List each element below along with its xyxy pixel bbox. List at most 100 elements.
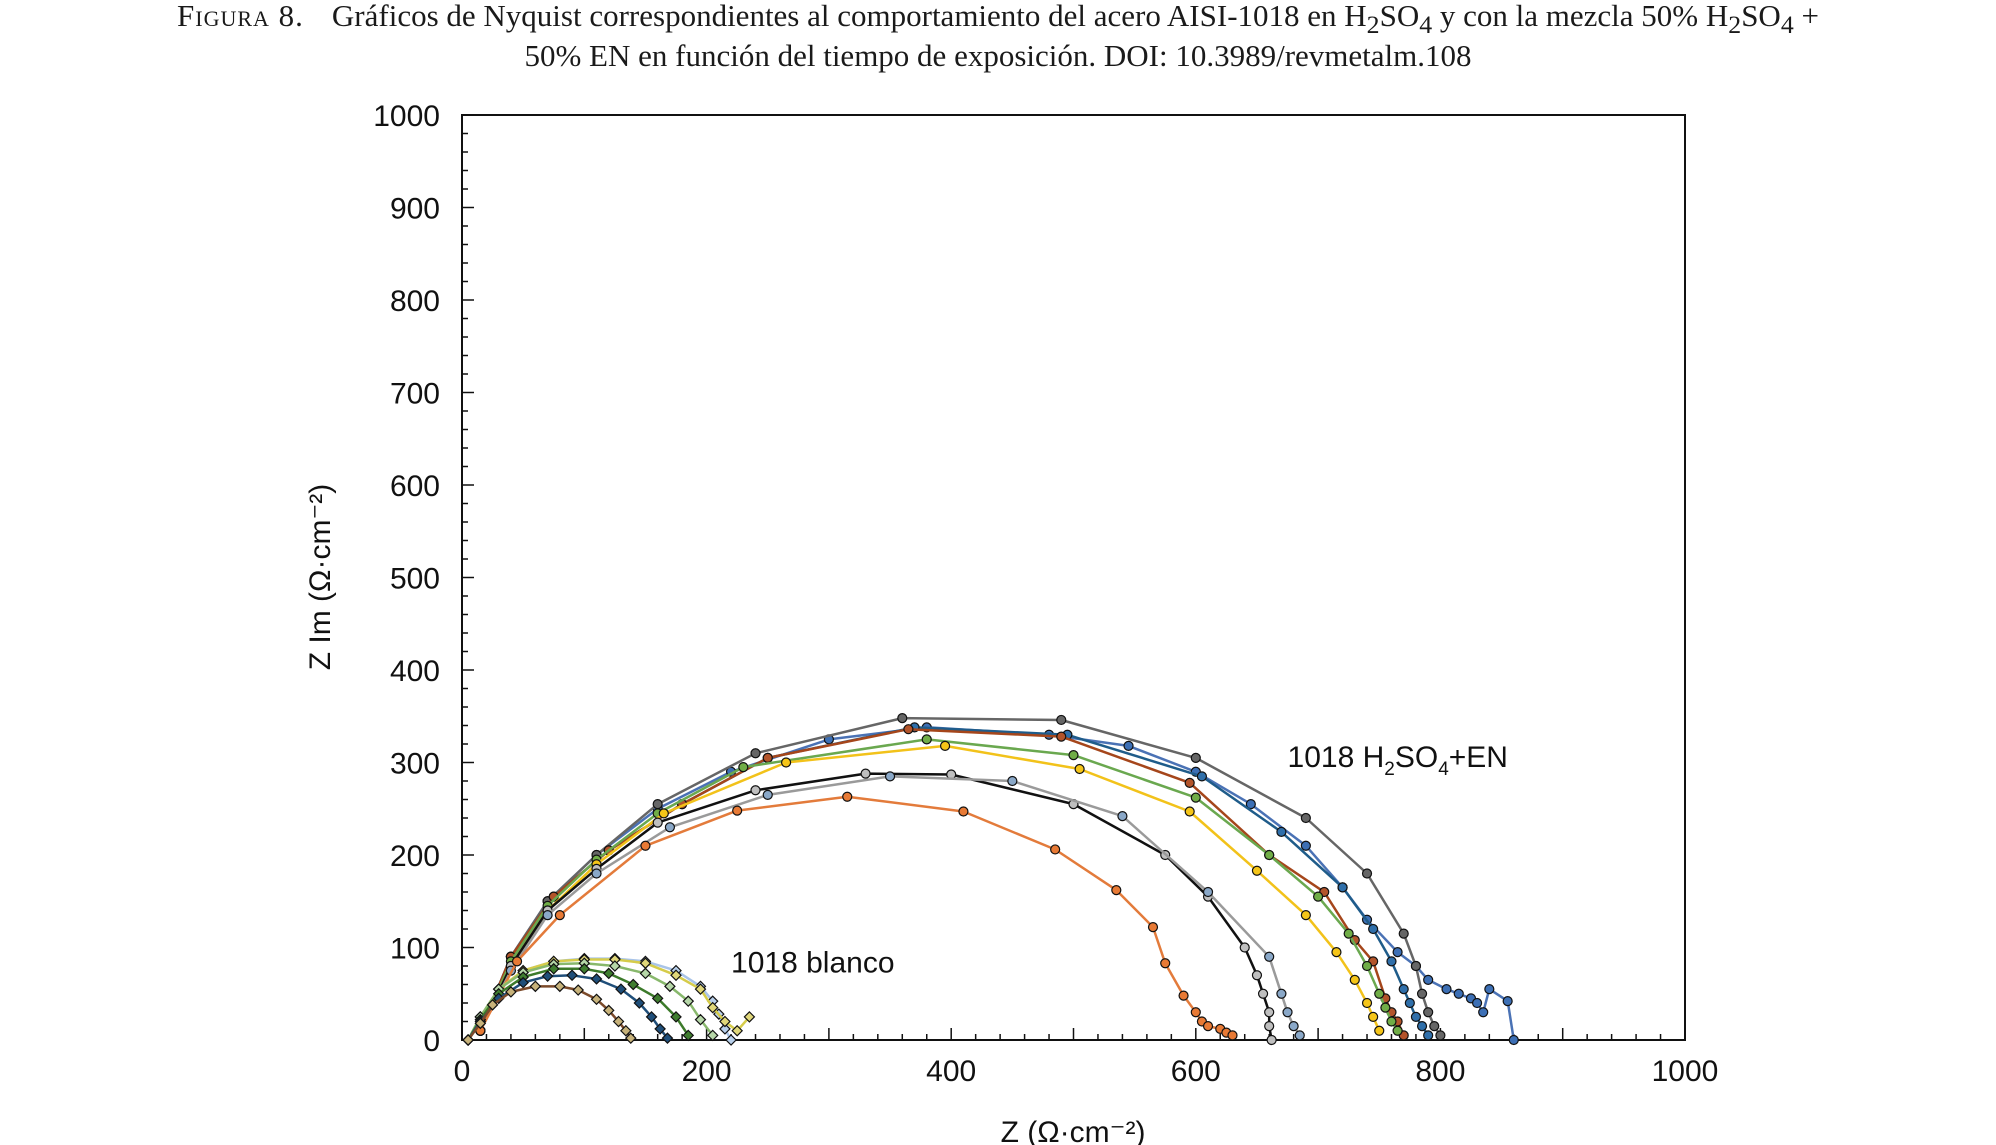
data-point: [1368, 923, 1379, 935]
y-tick-label: 0: [423, 1025, 440, 1058]
y-tick-label: 300: [390, 748, 440, 781]
data-point: [1117, 811, 1128, 822]
data-point: [780, 757, 792, 768]
data-point: [1478, 1007, 1489, 1018]
data-point: [1123, 740, 1134, 751]
data-point: [719, 1015, 731, 1028]
data-point: [1282, 1007, 1293, 1018]
annotation-blanco: 1018 blanco: [731, 946, 894, 979]
data-point: [652, 799, 663, 810]
data-point: [486, 999, 499, 1011]
annotation-h2so4-en: 1018 H2SO4+EN: [1288, 741, 1508, 780]
data-point: [731, 1024, 744, 1037]
data-point: [1410, 1011, 1422, 1022]
caption-sub: 4: [1780, 10, 1794, 40]
caption-text: +: [1793, 0, 1819, 33]
y-axis-label: Z Im (Ω·cm⁻²): [304, 484, 337, 671]
data-point: [624, 1032, 637, 1044]
data-point: [1416, 988, 1428, 999]
data-point: [1386, 956, 1397, 967]
data-point: [1374, 988, 1385, 999]
data-point: [1429, 1021, 1440, 1032]
data-point: [633, 997, 646, 1009]
series-layer: [462, 712, 1519, 1046]
data-point: [590, 973, 603, 985]
data-point: [517, 976, 529, 989]
data-point: [670, 1011, 682, 1023]
data-point: [903, 724, 914, 735]
x-tick-label: 600: [1171, 1055, 1221, 1088]
data-point: [1435, 1030, 1446, 1041]
data-point: [694, 983, 707, 995]
data-point: [602, 967, 615, 980]
data-point: [1368, 1011, 1379, 1022]
data-point: [639, 967, 652, 980]
data-point: [694, 1013, 707, 1026]
y-tick-label: 400: [390, 655, 440, 688]
data-point: [542, 910, 553, 921]
data-point: [706, 1001, 719, 1014]
data-point: [1245, 799, 1256, 810]
data-point: [1380, 1002, 1391, 1013]
data-point: [1276, 988, 1287, 999]
data-point: [1300, 840, 1311, 851]
data-point: [842, 791, 853, 802]
data-point: [612, 1015, 625, 1028]
data-point: [1416, 1021, 1428, 1032]
y-tick-label: 100: [390, 933, 440, 966]
x-tick-label: 0: [454, 1055, 471, 1088]
x-tick-label: 400: [926, 1055, 976, 1088]
data-point: [1331, 947, 1342, 958]
caption-sub: 2: [1366, 10, 1380, 40]
data-point: [1276, 826, 1287, 837]
data-point: [750, 748, 761, 759]
caption-text: y con la mezcla 50% H: [1432, 0, 1729, 33]
data-point: [661, 1032, 674, 1044]
data-point: [1266, 1034, 1277, 1046]
data-point: [658, 808, 669, 819]
data-point: [1349, 974, 1360, 985]
data-point: [462, 1034, 474, 1046]
data-point: [1251, 865, 1263, 876]
data-point: [652, 817, 663, 828]
data-point: [1160, 958, 1171, 969]
data-point: [1392, 947, 1403, 958]
y-tick-label: 900: [390, 193, 440, 226]
caption-text: SO: [1379, 0, 1420, 33]
data-point: [1111, 885, 1122, 896]
data-point: [1361, 868, 1373, 879]
data-point: [958, 806, 969, 817]
data-point: [1264, 849, 1275, 861]
data-point: [1196, 771, 1208, 782]
data-point: [645, 1011, 658, 1023]
data-point: [897, 712, 908, 724]
data-point: [474, 1017, 487, 1030]
data-point: [1423, 1007, 1434, 1018]
series-line: [479, 726, 1516, 1041]
caption-sub: 2: [1728, 10, 1742, 40]
data-point: [640, 840, 651, 851]
data-point: [1178, 990, 1189, 1001]
data-point: [1050, 844, 1061, 855]
data-point: [939, 740, 951, 751]
data-point: [1074, 763, 1085, 775]
data-point: [706, 1029, 719, 1042]
data-point: [1343, 928, 1354, 939]
data-point: [620, 1024, 632, 1037]
data-point: [1239, 942, 1250, 953]
caption-line-2: 50% EN en función del tiempo de exposici…: [524, 38, 1472, 74]
data-point: [651, 992, 664, 1005]
data-point: [1441, 984, 1452, 995]
data-point: [609, 960, 621, 972]
data-point: [732, 805, 743, 816]
data-point: [591, 868, 602, 879]
y-tick-label: 200: [390, 840, 440, 873]
data-point: [572, 984, 585, 996]
data-point: [1453, 988, 1464, 999]
data-point: [738, 762, 749, 773]
data-point: [1184, 806, 1195, 817]
data-point: [719, 1023, 731, 1035]
caption-text: Gráficos de Nyquist correspondientes al …: [331, 0, 1367, 33]
data-point: [547, 962, 560, 975]
